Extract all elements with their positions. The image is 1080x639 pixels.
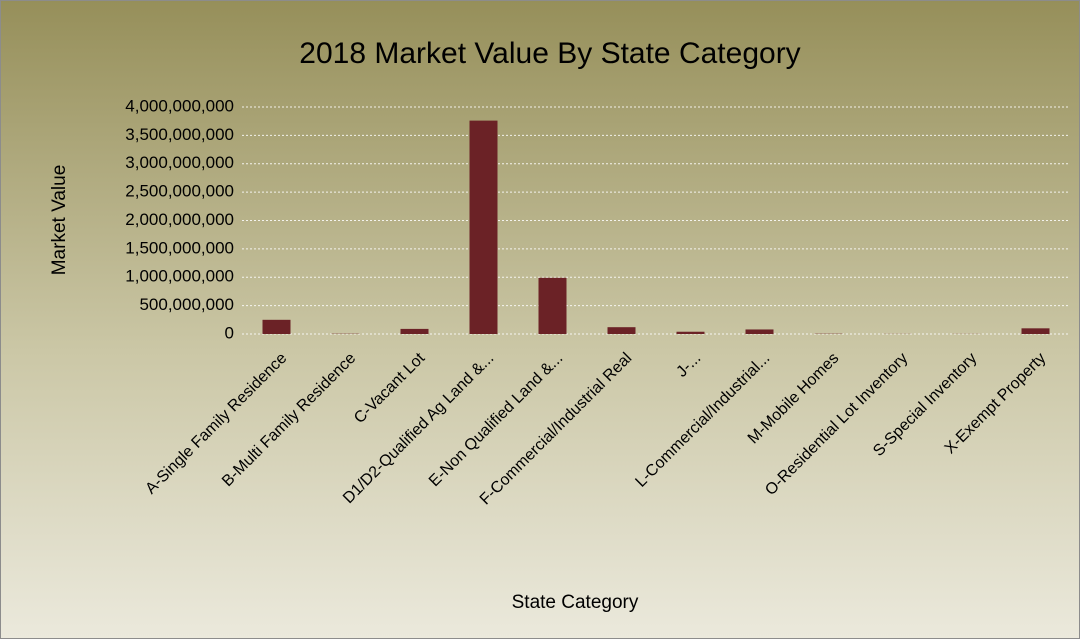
bar: [607, 327, 636, 334]
y-axis-title: Market Value: [49, 165, 70, 276]
y-tick-label: 1,500,000,000: [125, 238, 234, 257]
y-tick-label: 500,000,000: [139, 295, 234, 314]
bar: [538, 277, 567, 334]
bar: [745, 329, 774, 334]
chart-title: 2018 Market Value By State Category: [299, 37, 800, 70]
bar: [469, 120, 498, 335]
y-tick-label: 2,500,000,000: [125, 182, 234, 201]
y-tick-label: 1,000,000,000: [125, 267, 234, 286]
bar: [676, 331, 705, 334]
y-tick-label: 2,000,000,000: [125, 210, 234, 229]
y-tick-label: 3,500,000,000: [125, 125, 234, 144]
bar: [262, 319, 291, 334]
bar: [1021, 328, 1050, 334]
y-tick-label: 3,000,000,000: [125, 153, 234, 172]
x-axis-title: State Category: [512, 592, 639, 613]
y-tick-label: 4,000,000,000: [125, 96, 234, 115]
y-tick-label: 0: [225, 323, 234, 342]
bar: [400, 328, 429, 334]
